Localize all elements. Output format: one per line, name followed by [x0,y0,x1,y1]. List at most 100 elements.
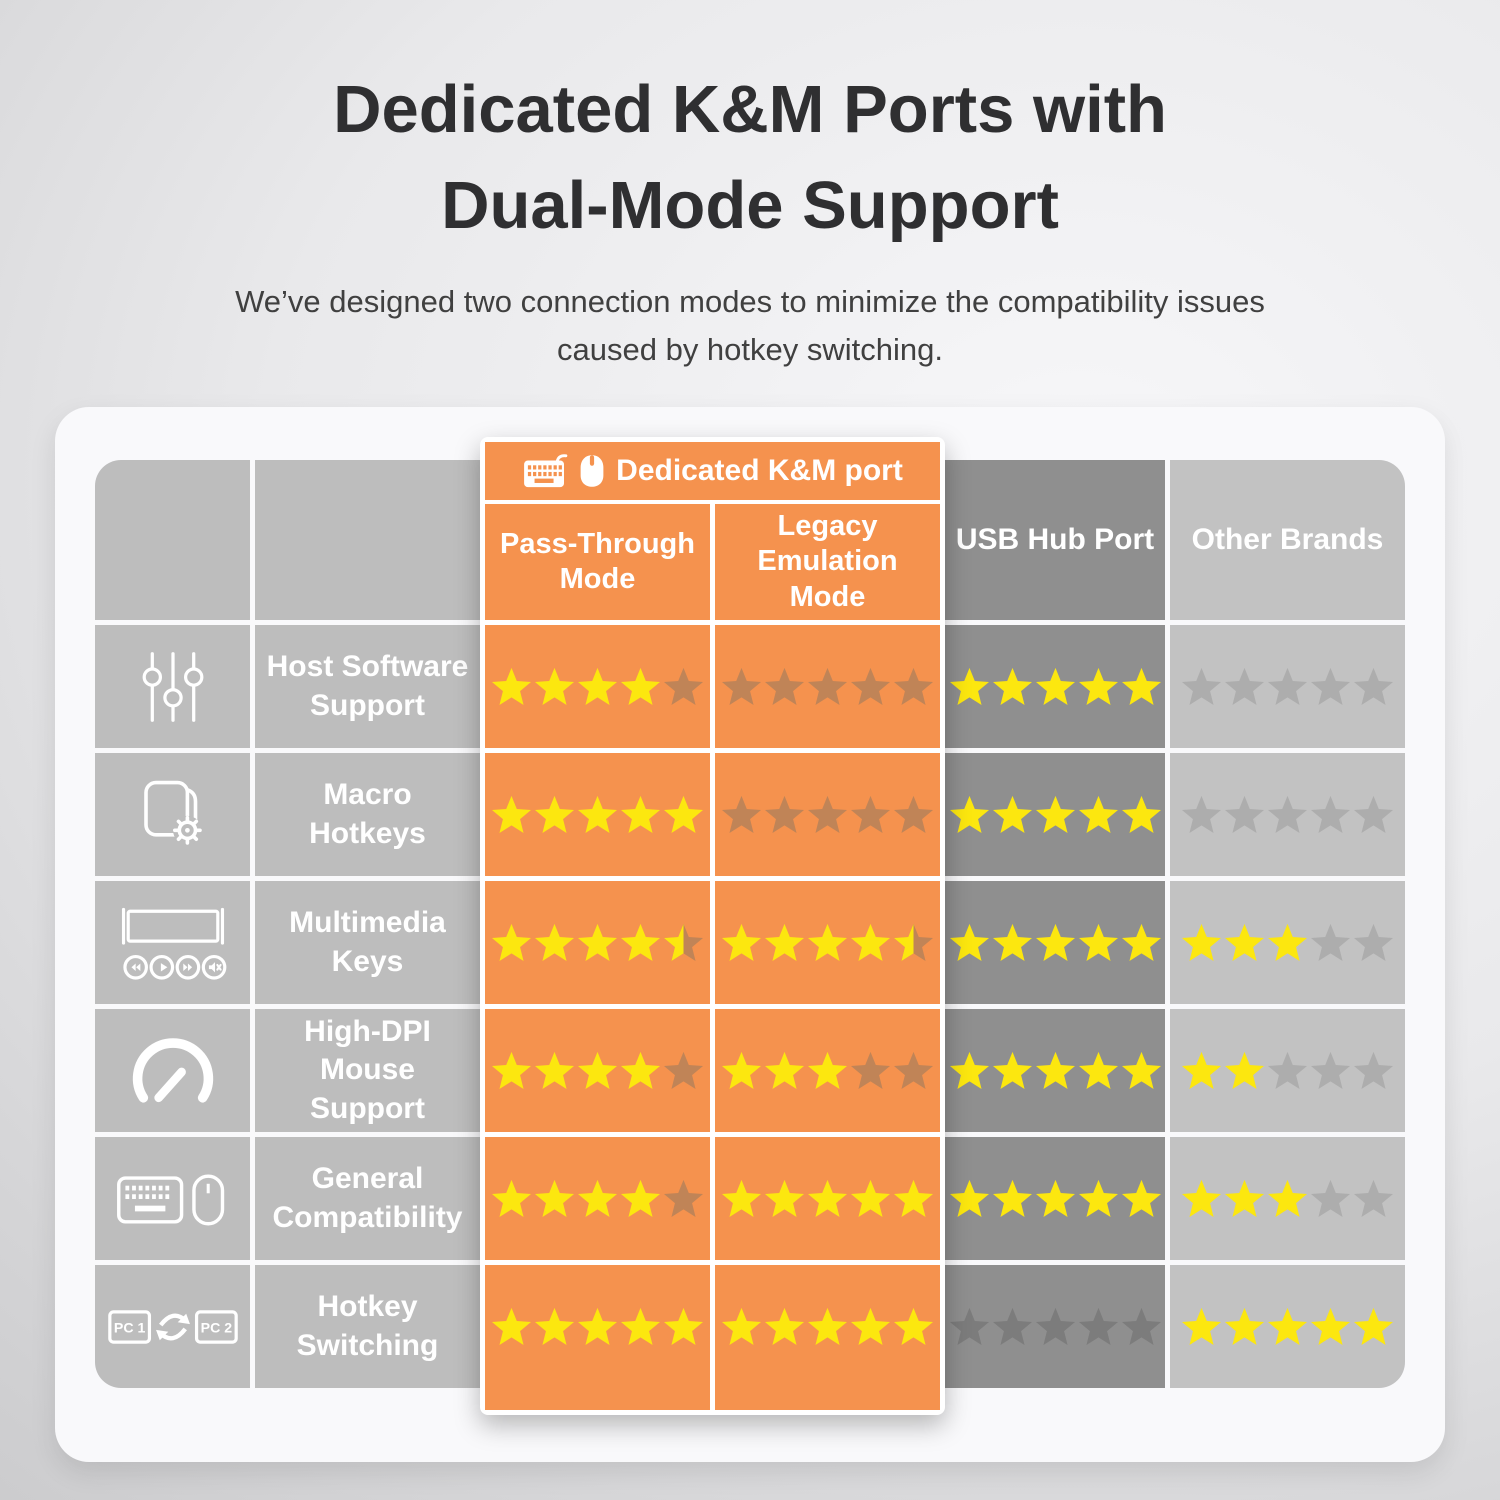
star-icon [721,1179,762,1218]
feature-cell: Host Software Support [255,625,480,748]
speedometer-icon [125,1027,221,1115]
rating-stars [721,1307,934,1346]
rating-stars [491,667,704,706]
rating-stars [721,1179,934,1218]
star-icon [949,1307,990,1346]
rating-stars [949,1179,1162,1218]
feature-label: Hotkey Switching [296,1290,439,1362]
star-icon [1121,1179,1162,1218]
star-icon [893,667,934,706]
pass-through-mode-label: Pass-Through Mode [500,527,695,595]
header-pass-through-mode: Pass-Through Mode [485,504,710,620]
header-feature-cell [255,460,480,620]
star-icon [577,923,618,962]
star-icon [1353,667,1394,706]
feature-label: High-DPI Mouse Support [304,1014,431,1125]
star-icon [491,1307,532,1346]
header-other-brands: Other Brands [1170,460,1405,620]
header-icon-cell [95,460,250,620]
star-icon [1310,1179,1351,1218]
feature-icon-cell: PC 1 PC 2 [95,1265,250,1388]
km-rating-row [485,1137,940,1260]
page-title: Dedicated K&M Ports with Dual-Mode Suppor… [0,62,1500,254]
km-rating-row [485,881,940,1004]
usb-hub-rating-cell [945,625,1165,748]
star-icon [1224,1307,1265,1346]
media-keys-icon [117,898,229,988]
rating-stars [949,667,1162,706]
feature-icon-cell [95,1137,250,1260]
star-icon [1224,667,1265,706]
star-icon [893,1179,934,1218]
star-icon [534,795,575,834]
star-icon [807,667,848,706]
star-icon [491,923,532,962]
sliders-icon [125,642,221,732]
star-icon [850,667,891,706]
star-icon [577,667,618,706]
star-icon [1267,1179,1308,1218]
star-icon [1078,1307,1119,1346]
star-icon [663,667,704,706]
usb-hub-rating-cell [945,1137,1165,1260]
rating-stars [491,923,704,962]
pass-through-rating-cell [485,1265,710,1410]
star-icon [1121,1307,1162,1346]
header-legacy-emulation-mode: Legacy Emulation Mode [715,504,940,620]
pass-through-rating-cell [485,1137,710,1260]
rating-stars [1181,667,1394,706]
rating-stars [721,667,934,706]
star-icon [534,1307,575,1346]
rating-stars [721,795,934,834]
star-icon [577,795,618,834]
star-icon [1035,795,1076,834]
rating-stars [1181,923,1394,962]
pass-through-rating-cell [485,881,710,1004]
star-icon [992,1307,1033,1346]
mouse-icon [578,453,606,489]
other-brands-rating-cell [1170,1009,1405,1132]
legacy-emulation-rating-cell [715,753,940,876]
macro-gear-icon [127,770,219,860]
other-brands-rating-cell [1170,753,1405,876]
star-icon [1224,795,1265,834]
star-icon [807,795,848,834]
star-icon [1310,923,1351,962]
rating-stars [491,1307,704,1346]
legacy-emulation-mode-label: Legacy Emulation Mode [757,509,898,613]
km-rating-row [485,753,940,876]
rating-stars [1181,1307,1394,1346]
rating-stars [491,1051,704,1090]
rating-stars [949,1051,1162,1090]
star-icon [620,1307,661,1346]
svg-text:PC 2: PC 2 [200,1319,232,1335]
other-brands-label: Other Brands [1191,523,1384,556]
star-icon [1121,923,1162,962]
legacy-emulation-rating-cell [715,1265,940,1410]
star-icon [721,1051,762,1090]
keyboard-mouse-icon [114,1157,232,1241]
star-icon [764,923,805,962]
star-icon [1181,1179,1222,1218]
star-icon [893,1307,934,1346]
usb-hub-port-label: USB Hub Port [955,523,1155,556]
star-icon [850,1307,891,1346]
star-icon [1181,1307,1222,1346]
star-icon [1078,1179,1119,1218]
km-rating-row [485,625,940,748]
star-icon [893,795,934,834]
star-icon [620,1179,661,1218]
star-icon [1035,1051,1076,1090]
rating-stars [721,923,934,962]
star-icon [807,923,848,962]
star-icon [1078,667,1119,706]
star-icon [764,1179,805,1218]
star-icon [1224,923,1265,962]
star-icon [1310,667,1351,706]
star-icon [721,923,762,962]
star-icon [992,1051,1033,1090]
feature-cell: Multimedia Keys [255,881,480,1004]
rating-stars [949,923,1162,962]
star-icon [577,1307,618,1346]
km-group-header: Dedicated K&M port [485,442,940,500]
